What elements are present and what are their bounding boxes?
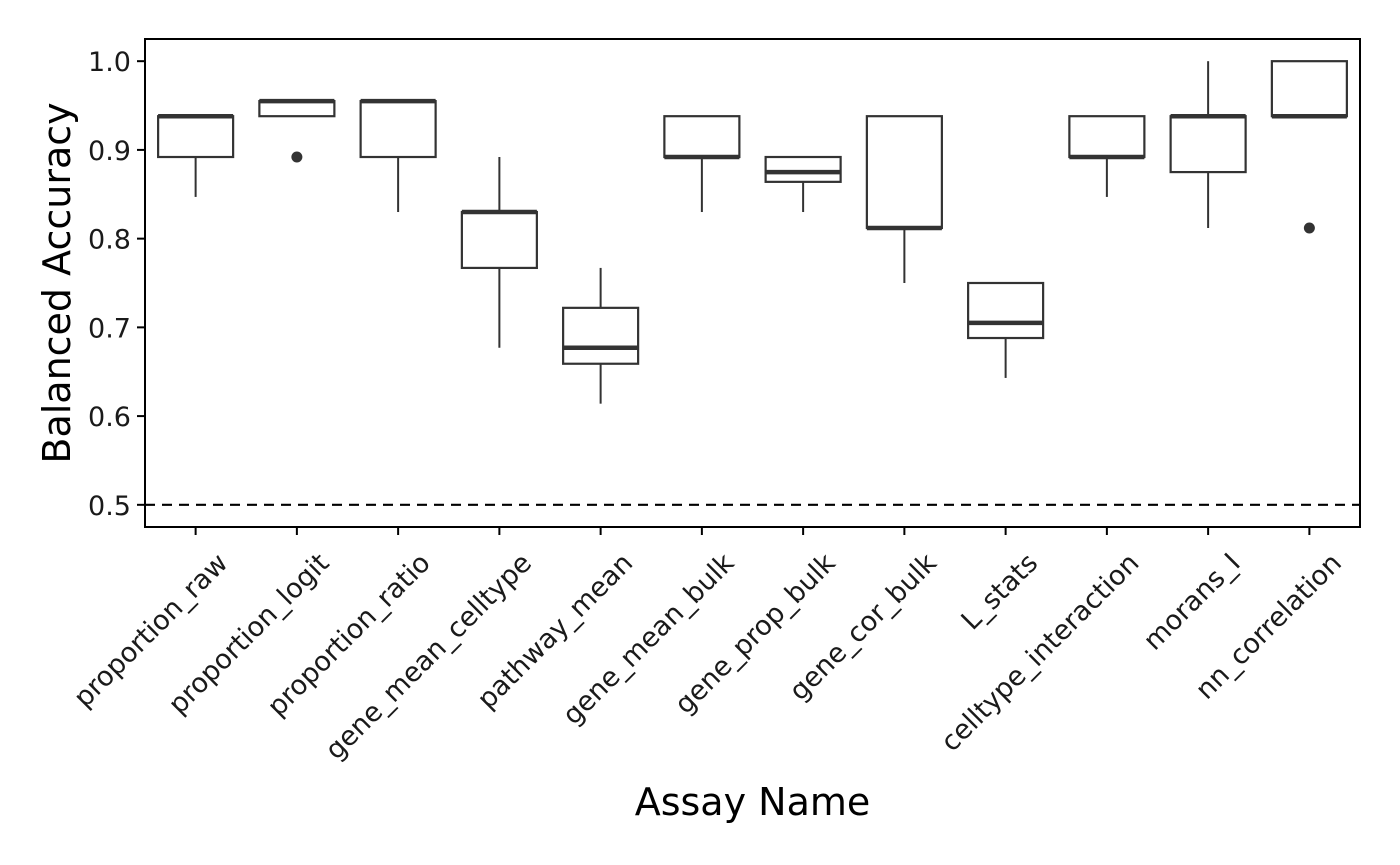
box <box>157 115 235 159</box>
box <box>1068 115 1146 159</box>
box-group <box>157 113 235 197</box>
box <box>967 281 1045 340</box>
y-tick-label: 0.6 <box>88 402 131 433</box>
box-group <box>258 98 336 163</box>
box <box>562 306 640 365</box>
y-tick-label: 0.8 <box>88 225 131 256</box>
box-group <box>562 267 640 404</box>
panel-border <box>144 38 1361 528</box>
y-tick-label: 0.9 <box>88 136 131 167</box>
box <box>359 100 437 159</box>
y-axis-title: Balanced Accuracy <box>35 102 79 463</box>
y-tick-label: 0.5 <box>88 491 131 522</box>
box-group <box>1068 115 1146 197</box>
box <box>865 115 943 230</box>
box <box>1270 60 1348 118</box>
outlier-point <box>291 151 303 163</box>
outlier-point <box>1303 222 1315 234</box>
box <box>1169 115 1247 174</box>
box-group <box>967 281 1045 378</box>
box-group <box>1270 60 1348 234</box>
x-axis-title: Assay Name <box>635 780 871 824</box>
box-group <box>359 98 437 213</box>
box-group <box>460 157 538 348</box>
box <box>460 210 538 270</box>
box-group <box>865 115 943 283</box>
plot-area <box>145 60 1360 506</box>
box <box>663 115 741 159</box>
y-tick-label: 1.0 <box>88 47 131 78</box>
box <box>764 155 842 183</box>
box-group <box>764 155 842 213</box>
box-group <box>1169 61 1247 228</box>
y-tick-label: 0.7 <box>88 313 131 344</box>
box <box>258 100 336 118</box>
box-group <box>663 115 741 213</box>
